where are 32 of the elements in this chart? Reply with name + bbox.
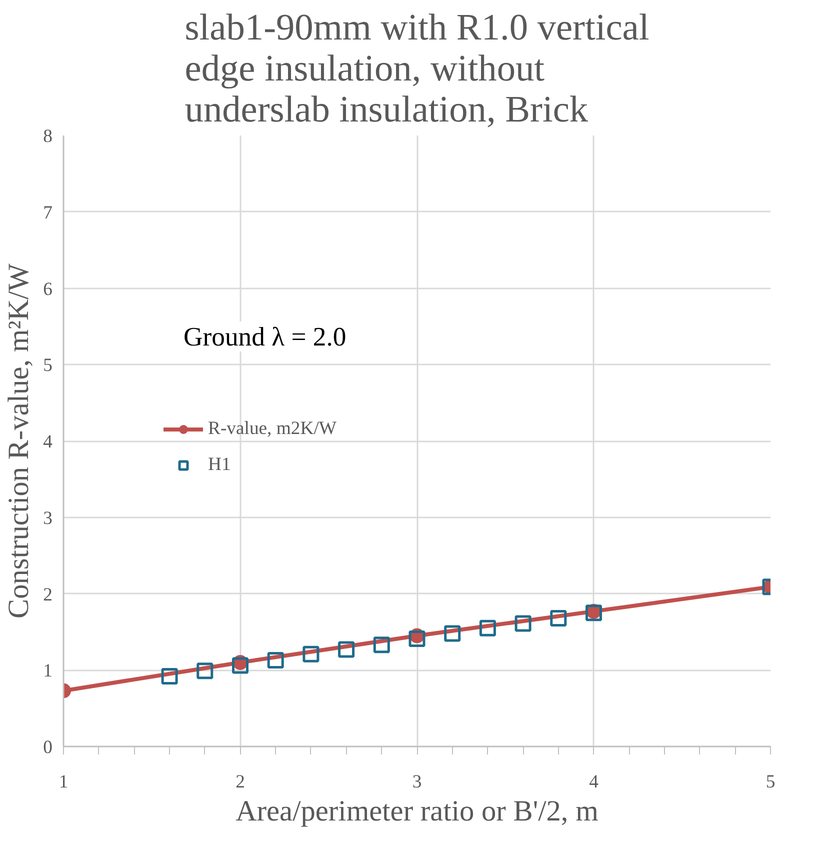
- point: [479, 620, 496, 636]
- y-tick-label: 7: [43, 202, 52, 224]
- x-tick-label: 2: [236, 772, 245, 792]
- x-tick-label: 5: [766, 772, 776, 792]
- legend-label: R-value, m2K/W: [208, 418, 336, 440]
- y-axis-title: Construction R-value, m²K/W: [3, 263, 36, 618]
- y-tick-label: 2: [43, 584, 52, 606]
- point: [408, 630, 426, 648]
- y-tick-label: 3: [43, 508, 52, 529]
- x-tick-label: 1: [58, 772, 68, 792]
- annotation: Ground λ = 2.0: [184, 322, 346, 352]
- y-tick-label: 6: [43, 278, 52, 300]
- point: [232, 657, 248, 674]
- y-tick-label: 0: [43, 737, 52, 758]
- point: [267, 652, 284, 668]
- point: [550, 610, 567, 626]
- point: [302, 646, 320, 662]
- y-tick-label: 1: [43, 660, 52, 682]
- point: [444, 625, 461, 642]
- y-tick-label: 8: [43, 126, 52, 147]
- point: [514, 615, 532, 632]
- chart-title: slab1-90mm with R1.0 vertical edge insulation, without underslab insulation, Brick: [184, 8, 650, 130]
- legend-label: H1: [208, 454, 231, 476]
- point: [161, 668, 178, 684]
- y-tick-label: 5: [43, 355, 52, 376]
- point: [338, 641, 355, 658]
- x-tick-label: 4: [589, 772, 600, 792]
- y-tick-label: 4: [43, 432, 54, 452]
- point: [196, 662, 214, 680]
- point: [373, 636, 390, 654]
- x-tick-label: 3: [412, 772, 422, 792]
- x-axis-title: Area/perimeter ratio or B'/2, m: [236, 796, 599, 828]
